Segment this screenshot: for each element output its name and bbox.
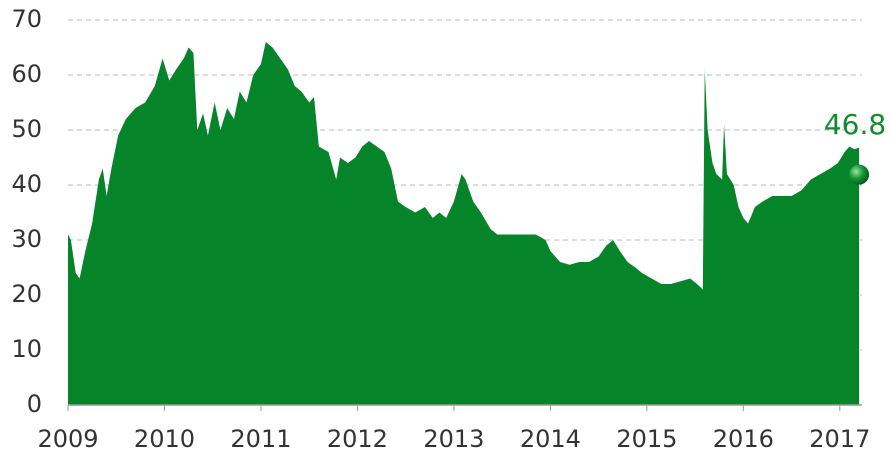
y-tick-label: 10 (11, 335, 42, 363)
y-tick-label: 40 (11, 170, 42, 198)
x-tick-label: 2016 (713, 425, 774, 453)
x-tick-label: 2013 (423, 425, 484, 453)
area (68, 42, 860, 405)
x-tick-label: 2015 (616, 425, 677, 453)
x-tick-label: 2009 (37, 425, 98, 453)
y-tick-label: 60 (11, 60, 42, 88)
y-tick-label: 0 (27, 390, 42, 418)
y-tick-label: 20 (11, 280, 42, 308)
marker (849, 164, 870, 185)
annotation: 46.8 (824, 108, 886, 141)
x-tick-label: 2017 (809, 425, 870, 453)
y-tick-label: 70 (11, 5, 42, 33)
x-tick-label: 2011 (230, 425, 291, 453)
x-tick-label: 2014 (520, 425, 581, 453)
x-tick-label: 2010 (134, 425, 195, 453)
y-tick-label: 30 (11, 225, 42, 253)
y-tick-label: 50 (11, 115, 42, 143)
x-tick-label: 2012 (327, 425, 388, 453)
